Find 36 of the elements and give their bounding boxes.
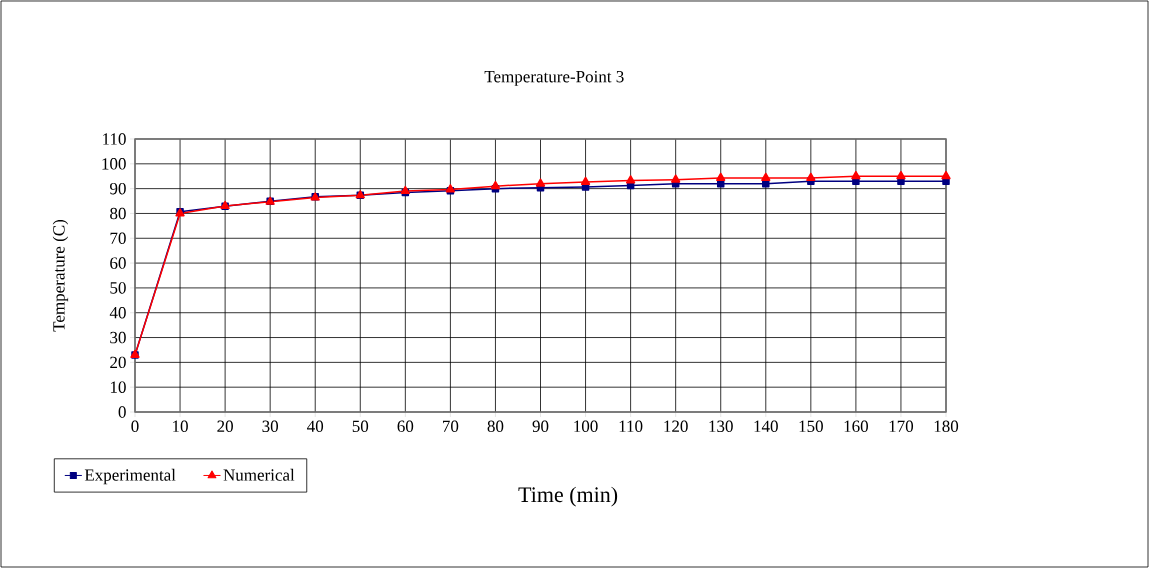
y-tick-label: 100 xyxy=(102,158,126,170)
chart-title: Temperature-Point 3 xyxy=(484,70,624,86)
x-tick-label: 70 xyxy=(443,420,459,433)
x-tick-label: 10 xyxy=(173,420,188,433)
x-tick-label: 140 xyxy=(754,420,778,433)
y-tick-label: 0 xyxy=(118,406,126,418)
legend-label: Experimental xyxy=(84,468,176,485)
x-tick-label: 20 xyxy=(217,420,233,433)
x-tick-label: 90 xyxy=(532,420,549,433)
x-tick-label: 80 xyxy=(487,420,504,433)
y-tick-label: 80 xyxy=(110,207,126,220)
x-tick-label: 180 xyxy=(934,420,959,433)
y-tick-label: 50 xyxy=(110,282,126,294)
y-axis-title: Temperature (C) xyxy=(52,219,69,332)
x-tick-label: 0 xyxy=(131,420,139,433)
x-tick-label: 40 xyxy=(307,420,324,433)
x-tick-label: 50 xyxy=(352,420,369,433)
x-tick-label: 100 xyxy=(574,420,598,433)
x-tick-label: 130 xyxy=(709,420,733,433)
y-tick-label: 10 xyxy=(110,381,126,393)
y-tick-label: 60 xyxy=(110,257,126,269)
x-tick-label: 150 xyxy=(799,420,823,433)
y-tick-label: 70 xyxy=(110,232,126,245)
x-tick-label: 170 xyxy=(889,420,914,433)
y-tick-label: 110 xyxy=(103,133,126,145)
x-tick-label: 60 xyxy=(397,420,414,433)
x-tick-label: 160 xyxy=(844,420,868,433)
y-tick-label: 20 xyxy=(110,356,126,369)
x-axis-title: Time (min) xyxy=(518,486,618,507)
y-tick-label: 30 xyxy=(110,331,126,344)
x-tick-label: 110 xyxy=(619,420,643,433)
x-tick-label: 120 xyxy=(664,420,688,433)
y-tick-label: 40 xyxy=(109,306,126,319)
legend-label: Numerical xyxy=(223,468,295,481)
x-tick-label: 30 xyxy=(262,420,279,433)
y-tick-label: 90 xyxy=(110,182,126,195)
